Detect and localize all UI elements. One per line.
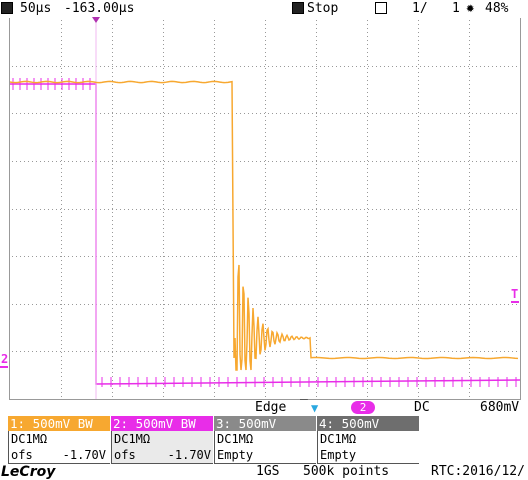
status-bar: 50µs -163.00µs Stop 1/ 1 ✹ 48% xyxy=(0,0,528,17)
trigger-level-marker[interactable]: T xyxy=(511,287,519,301)
graticule xyxy=(12,20,517,397)
layers-icon[interactable] xyxy=(375,2,387,14)
trigger-coupling[interactable]: DC xyxy=(414,400,430,415)
trigger-type[interactable]: Edge xyxy=(255,400,287,415)
channel-2-noise-spikes xyxy=(12,18,517,399)
channel-1-panel[interactable]: 1: 500mV BW DC1MΩ ofs -1.70V xyxy=(8,416,110,464)
sun-icon: ✹ xyxy=(466,0,475,16)
trigger-source-badge[interactable]: 2 xyxy=(351,401,375,414)
channel-2-offset-row: ofs -1.70V xyxy=(111,447,213,464)
real-time-clock: RTC:2016/12/ xyxy=(431,464,525,479)
scope-m-icon xyxy=(1,2,13,14)
run-state[interactable]: Stop xyxy=(307,1,339,16)
channel-1-coupling: DC1MΩ xyxy=(8,431,110,447)
battery-level: 48% xyxy=(485,1,509,16)
channel-info-table: 1: 500mV BW DC1MΩ ofs -1.70V 2: 500mV BW… xyxy=(8,416,420,464)
trigger-level[interactable]: 680mV xyxy=(480,400,520,415)
falling-edge-icon: ‾ xyxy=(300,398,308,413)
channel-2-coupling: DC1MΩ xyxy=(111,431,213,447)
channel-4-coupling: DC1MΩ xyxy=(317,431,419,447)
channel-3-header[interactable]: 3: 500mV xyxy=(214,416,316,431)
channel-4-panel[interactable]: 4: 500mV DC1MΩ Empty xyxy=(317,416,419,464)
acquisition-total: 1 xyxy=(452,1,460,16)
stop-icon xyxy=(292,2,304,14)
channel-1-trace xyxy=(10,80,519,371)
channel-4-status: Empty xyxy=(317,447,419,464)
channel-1-header[interactable]: 1: 500mV BW xyxy=(8,416,110,431)
channel-2-offset: -1.70V xyxy=(167,448,211,462)
waveform-display[interactable] xyxy=(9,18,521,400)
acquisition-count: 1/ xyxy=(412,1,428,16)
channel-2-marker-line xyxy=(0,366,8,368)
time-offset-value[interactable]: -163.00µs xyxy=(64,1,135,16)
bottom-status-bar: LeCroy 1GS 500k points RTC:2016/12/ xyxy=(0,464,528,480)
channel-3-coupling: DC1MΩ xyxy=(214,431,316,447)
timebase-value[interactable]: 50µs xyxy=(20,1,52,16)
waveform-svg xyxy=(10,18,520,399)
brand-logo: LeCroy xyxy=(1,464,56,480)
sample-rate: 1GS xyxy=(256,464,280,479)
channel-3-panel[interactable]: 3: 500mV DC1MΩ Empty xyxy=(214,416,316,464)
channel-2-offset-label: ofs xyxy=(114,448,136,462)
channel-3-status: Empty xyxy=(214,447,316,464)
trigger-level-line xyxy=(511,301,519,303)
channel-2-ground-marker[interactable]: 2 xyxy=(1,352,9,366)
channel-1-offset: -1.70V xyxy=(62,448,106,462)
channel-2-header[interactable]: 2: 500mV BW xyxy=(111,416,213,431)
channel-2-panel[interactable]: 2: 500mV BW DC1MΩ ofs -1.70V xyxy=(111,416,213,464)
trigger-position-icon[interactable] xyxy=(92,17,100,23)
record-length: 500k points xyxy=(303,464,390,479)
channel-1-offset-row: ofs -1.70V xyxy=(8,447,110,464)
channel-1-offset-label: ofs xyxy=(11,448,33,462)
trigger-down-arrow-icon: ▼ xyxy=(311,401,319,415)
channel-4-header[interactable]: 4: 500mV xyxy=(317,416,419,431)
